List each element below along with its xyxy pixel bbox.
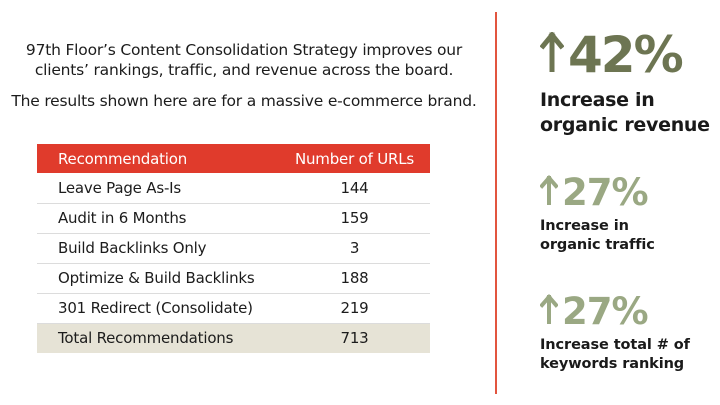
row-recommendation: Optimize & Build Backlinks [37, 263, 279, 294]
table-row: 301 Redirect (Consolidate) 219 [37, 293, 430, 324]
total-label: Total Recommendations [37, 323, 279, 353]
stat-keywords-ranking: 27% Increase total # of keywords ranking [539, 290, 690, 374]
stat-label-line: organic revenue [540, 114, 710, 136]
table-row: Leave Page As-Is 144 [37, 173, 430, 204]
stat-value: 42% [568, 26, 684, 84]
intro-text: 97th Floor’s Content Consolidation Strat… [25, 41, 463, 79]
row-url-count: 188 [279, 263, 430, 294]
row-url-count: 159 [279, 203, 430, 234]
vertical-divider [495, 12, 497, 394]
table-row: Build Backlinks Only 3 [37, 233, 430, 264]
stat-label: Increase in organic revenue [540, 88, 710, 138]
stat-organic-traffic: 27% Increase in organic traffic [539, 171, 655, 255]
stat-value-row: 42% [539, 26, 710, 84]
stat-label-line: organic traffic [540, 237, 655, 253]
stat-label-line: Increase total # of [540, 337, 690, 353]
stat-value: 27% [562, 290, 649, 333]
stat-label: Increase total # of keywords ranking [540, 336, 690, 374]
table-row: Optimize & Build Backlinks 188 [37, 263, 430, 294]
header-number-of-urls: Number of URLs [279, 144, 430, 173]
total-url-count: 713 [279, 323, 430, 353]
arrow-up-icon [539, 28, 565, 82]
stat-value: 27% [562, 171, 649, 214]
row-recommendation: Build Backlinks Only [37, 233, 279, 264]
row-url-count: 144 [279, 173, 430, 204]
stat-label-line: Increase in [540, 218, 629, 234]
stat-value-row: 27% [539, 290, 690, 333]
row-recommendation: Audit in 6 Months [37, 203, 279, 234]
stat-value-row: 27% [539, 171, 655, 214]
stat-label: Increase in organic traffic [540, 217, 655, 255]
row-recommendation: 301 Redirect (Consolidate) [37, 293, 279, 324]
arrow-up-icon [539, 173, 559, 213]
arrow-up-icon [539, 292, 559, 332]
table-row: Audit in 6 Months 159 [37, 203, 430, 234]
stat-label-line: keywords ranking [540, 356, 685, 372]
table-total-row: Total Recommendations 713 [37, 323, 430, 353]
row-recommendation: Leave Page As-Is [37, 173, 279, 204]
intro-subtext: The results shown here are for a massive… [11, 92, 477, 110]
row-url-count: 3 [279, 233, 430, 264]
table-header-row: Recommendation Number of URLs [37, 144, 430, 173]
row-url-count: 219 [279, 293, 430, 324]
stat-organic-revenue: 42% Increase in organic revenue [539, 26, 710, 138]
stat-label-line: Increase in [540, 89, 655, 111]
recommendations-table: Recommendation Number of URLs Leave Page… [37, 144, 430, 353]
header-recommendation: Recommendation [37, 144, 279, 173]
